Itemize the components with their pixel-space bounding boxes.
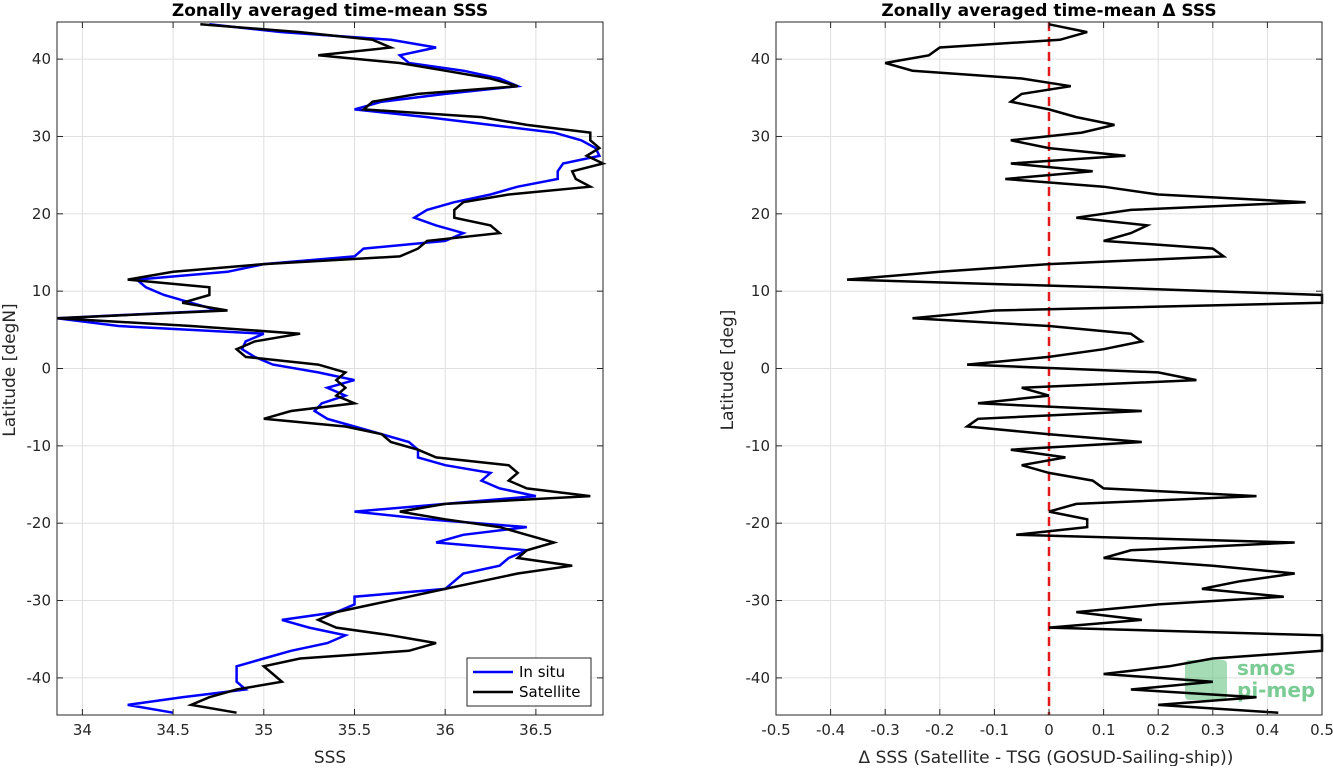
y-axis-label-right: Latitude [deg] (718, 310, 738, 431)
x-ticks-right: -0.5 -0.4 -0.3 -0.2 -0.1 0 0.1 0.2 0.3 0.4 0.5 (761, 22, 1333, 739)
x-ticks-left: 34 34.5 35 35.5 36 36.5 (73, 22, 553, 739)
y-tick-label: 20 (32, 205, 51, 223)
x-axis-label-left: SSS (314, 748, 346, 766)
y-tick-label: -20 (746, 514, 771, 532)
y-tick-label: -30 (746, 592, 771, 610)
legend: In situ Satellite (466, 657, 592, 707)
sss-panel: 34 34.5 35 35.5 36 36.5 -40 -30 -20 -10 0 10 20 30 40… (0, 1, 607, 768)
watermark-line1: smos (1237, 656, 1295, 680)
y-tick-label: 30 (32, 127, 51, 145)
x-tick-label: 36.5 (519, 721, 552, 739)
x-tick-label: 0.2 (1146, 721, 1170, 739)
x-tick-label: 0.3 (1201, 721, 1225, 739)
x-axis-label-right: Δ SSS (Satellite - TSG (GOSUD-Sailing-sh… (859, 748, 1234, 766)
y-ticks-right: -40 -30 -20 -10 0 10 20 30 40 (746, 50, 1322, 687)
x-tick-label: -0.3 (871, 721, 900, 739)
legend-label-in-situ: In situ (519, 663, 565, 681)
legend-label-satellite: Satellite (519, 683, 580, 701)
x-tick-label: 35 (254, 721, 273, 739)
y-tick-label: -10 (746, 437, 771, 455)
series-line-in-situ (56, 23, 602, 714)
chart-title-left: Zonally averaged time-mean SSS (172, 1, 488, 21)
y-tick-label: 20 (751, 205, 770, 223)
y-tick-label: 40 (32, 50, 51, 68)
chart-title-right: Zonally averaged time-mean Δ SSS (881, 1, 1216, 21)
y-tick-label: -30 (27, 592, 52, 610)
x-tick-label: -0.1 (980, 721, 1009, 739)
y-tick-label: -40 (27, 669, 52, 687)
y-tick-label: -20 (27, 514, 52, 532)
x-tick-label: 34 (73, 721, 92, 739)
x-tick-label: -0.4 (816, 721, 845, 739)
y-tick-label: -40 (746, 669, 771, 687)
y-tick-label: 0 (41, 360, 51, 378)
x-tick-label: -0.2 (925, 721, 954, 739)
series-right (846, 23, 1324, 714)
x-tick-label: 0 (1044, 721, 1054, 739)
legend-box (466, 657, 592, 707)
x-tick-label: 36 (436, 721, 455, 739)
delta-sss-panel: smos pi-mep -0.5 -0.4 -0.3 -0.2 -0.1 0 0.1 0.2 0… (718, 1, 1333, 768)
x-tick-label: 34.5 (156, 721, 189, 739)
y-tick-label: 10 (751, 282, 770, 300)
y-tick-label: 40 (751, 50, 770, 68)
x-tick-label: 0.5 (1310, 721, 1333, 739)
series-line-satellite (56, 23, 607, 714)
x-tick-label: 35.5 (338, 721, 371, 739)
y-ticks-left: -40 -30 -20 -10 0 10 20 30 40 (27, 50, 603, 687)
x-tick-label: -0.5 (761, 721, 790, 739)
y-tick-label: 0 (760, 360, 770, 378)
y-tick-label: 30 (751, 127, 770, 145)
y-tick-label: -10 (27, 437, 52, 455)
y-tick-label: 10 (32, 282, 51, 300)
series-line-delta-sss (846, 23, 1324, 714)
series-left (56, 23, 607, 714)
x-tick-label: 0.4 (1255, 721, 1279, 739)
y-axis-label-left: Latitude [degN] (0, 303, 20, 436)
x-tick-label: 0.1 (1092, 721, 1116, 739)
